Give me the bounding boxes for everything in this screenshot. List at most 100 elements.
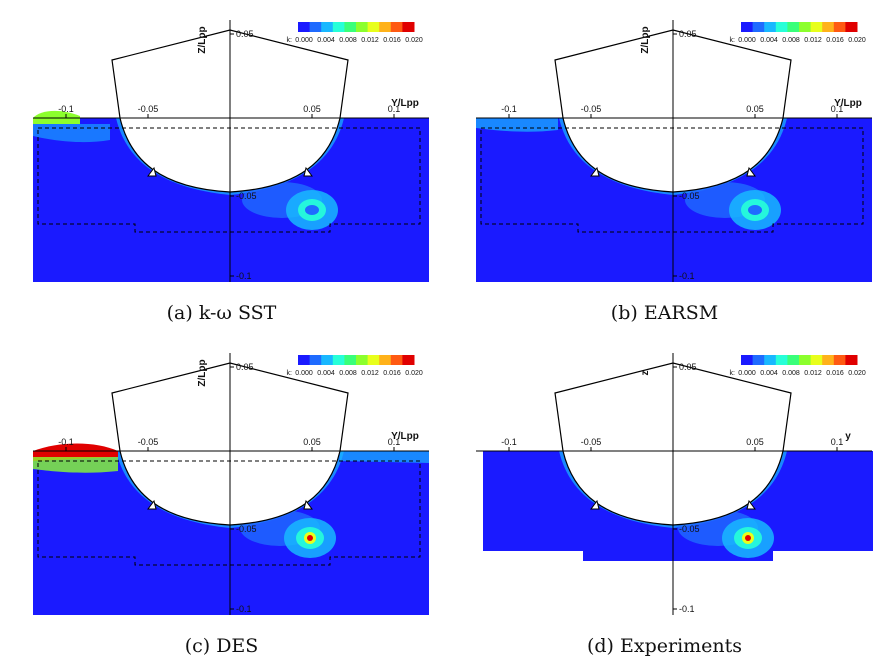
bilge-keel-right bbox=[303, 499, 313, 510]
measurement-window bbox=[37, 460, 421, 566]
bilge-keel-left bbox=[590, 499, 600, 510]
colorbar-swatch bbox=[833, 355, 846, 365]
y-tick-label: -0.05 bbox=[138, 104, 159, 114]
colorbar-swatch bbox=[741, 22, 754, 32]
z-axis-label: Z/Lpp bbox=[640, 26, 651, 53]
colorbar-tick-label: 0.000 bbox=[738, 37, 756, 44]
plot-d: -0.1 -0.05 0.05 0.1 0.05 -0.05 -0.1 z y k: 0.000 0.… bbox=[476, 353, 873, 615]
measurement-window bbox=[37, 127, 421, 233]
z-tick-label: -0.05 bbox=[679, 191, 700, 201]
z-axis-label: Z/Lpp bbox=[197, 359, 208, 386]
colorbar-tick-label: 0.012 bbox=[361, 370, 379, 377]
colorbar-tick-label: 0.004 bbox=[317, 370, 335, 377]
colorbar-tick-label: 0.004 bbox=[760, 370, 778, 377]
colorbar-swatch bbox=[367, 22, 380, 32]
y-axis-label: Y/Lpp bbox=[391, 98, 419, 109]
colorbar-tick-label: 0.008 bbox=[339, 370, 357, 377]
colorbar-tick-label: 0.020 bbox=[405, 37, 423, 44]
panel-b: -0.1 -0.05 0.05 0.1 0.05 -0.05 -0.1 Z/Lpp Y/Lpp k… bbox=[443, 0, 886, 333]
colorbar-swatch bbox=[356, 355, 369, 365]
colorbar-swatch bbox=[309, 22, 322, 32]
y-tick-label: 0.1 bbox=[388, 437, 401, 447]
z-tick-label: -0.1 bbox=[236, 604, 252, 614]
colorbar-tick-label: 0.012 bbox=[361, 37, 379, 44]
colorbar-swatch bbox=[799, 355, 812, 365]
colorbar-swatch bbox=[379, 355, 392, 365]
colorbar-swatch bbox=[298, 22, 311, 32]
vortex-core bbox=[305, 205, 319, 215]
z-tick-label: -0.05 bbox=[236, 524, 257, 534]
colorbar-tick-label: 0.020 bbox=[848, 370, 866, 377]
colorbar: k: 0.000 0.004 0.008 0.012 0.016 0.020 bbox=[730, 355, 866, 377]
colorbar-swatch bbox=[799, 22, 812, 32]
colorbar-swatch bbox=[764, 22, 777, 32]
measurement-window bbox=[480, 127, 864, 233]
colorbar-swatch bbox=[402, 22, 415, 32]
colorbar-swatch bbox=[321, 355, 334, 365]
z-axis-label: Z/Lpp bbox=[197, 26, 208, 53]
plot-c: -0.1 -0.05 0.05 0.1 0.05 -0.05 -0.1 Z/Lpp Y/Lpp k… bbox=[33, 353, 429, 615]
bilge-keel-right bbox=[746, 166, 756, 177]
bilge-keel-right bbox=[746, 499, 756, 510]
colorbar-swatch bbox=[367, 355, 380, 365]
colorbar-swatch bbox=[741, 355, 754, 365]
z-tick-label: -0.05 bbox=[236, 191, 257, 201]
z-axis-label: z bbox=[640, 371, 651, 376]
z-tick-label: 0.05 bbox=[679, 29, 697, 39]
colorbar-swatch bbox=[332, 355, 345, 365]
surface-patch bbox=[33, 443, 118, 461]
z-tick-label: -0.1 bbox=[679, 271, 695, 281]
colorbar-swatch bbox=[379, 22, 392, 32]
surface-layer bbox=[33, 124, 110, 143]
plot-b: -0.1 -0.05 0.05 0.1 0.05 -0.05 -0.1 Z/Lpp Y/Lpp k… bbox=[476, 20, 872, 282]
bilge-keel-left bbox=[590, 166, 600, 177]
y-tick-label: -0.1 bbox=[501, 104, 517, 114]
caption-b: (b) EARSM bbox=[610, 302, 719, 324]
colorbar-swatch bbox=[845, 355, 858, 365]
colorbar-swatch bbox=[822, 355, 835, 365]
y-tick-label: -0.1 bbox=[501, 437, 517, 447]
colorbar-swatch bbox=[344, 22, 357, 32]
colorbar-swatch bbox=[298, 355, 311, 365]
y-tick-label: -0.05 bbox=[581, 104, 602, 114]
colorbar-tick-label: 0.004 bbox=[760, 37, 778, 44]
colorbar-swatch bbox=[810, 22, 823, 32]
y-tick-label: 0.05 bbox=[746, 104, 764, 114]
surface-patch bbox=[33, 110, 80, 124]
colorbar-tick-label: 0.016 bbox=[383, 37, 401, 44]
colorbar-swatch bbox=[390, 355, 403, 365]
colorbar-tick-label: 0.012 bbox=[804, 37, 822, 44]
colorbar-key: k: bbox=[730, 370, 736, 377]
colorbar: k: 0.000 0.004 0.008 0.012 0.016 0.020 bbox=[287, 22, 423, 44]
bilge-keel-left bbox=[147, 499, 157, 510]
y-tick-label: -0.05 bbox=[138, 437, 159, 447]
panel-c: -0.1 -0.05 0.05 0.1 0.05 -0.05 -0.1 Z/Lpp Y/Lpp k… bbox=[0, 333, 443, 666]
colorbar-swatch bbox=[833, 22, 846, 32]
colorbar-swatch bbox=[332, 22, 345, 32]
y-tick-label: 0.05 bbox=[303, 104, 321, 114]
colorbar-tick-label: 0.020 bbox=[848, 37, 866, 44]
y-axis-label: Y/Lpp bbox=[391, 431, 419, 442]
panel-d: -0.1 -0.05 0.05 0.1 0.05 -0.05 -0.1 z y k: 0.000 0.… bbox=[443, 333, 886, 666]
colorbar-swatch bbox=[775, 22, 788, 32]
colorbar-swatch bbox=[321, 22, 334, 32]
y-tick-label: 0.1 bbox=[831, 104, 844, 114]
y-tick-label: 0.05 bbox=[746, 437, 764, 447]
surface-layer-right bbox=[340, 451, 429, 463]
colorbar: k: 0.000 0.004 0.008 0.012 0.016 0.020 bbox=[287, 355, 423, 377]
colorbar-tick-label: 0.000 bbox=[738, 370, 756, 377]
colorbar-swatch bbox=[775, 355, 788, 365]
colorbar-swatch bbox=[764, 355, 777, 365]
colorbar-tick-label: 0.012 bbox=[804, 370, 822, 377]
y-axis-label: y bbox=[845, 431, 851, 442]
colorbar-tick-label: 0.000 bbox=[295, 37, 313, 44]
y-tick-label: -0.1 bbox=[58, 104, 74, 114]
y-tick-label: 0.1 bbox=[388, 104, 401, 114]
colorbar-swatch bbox=[390, 22, 403, 32]
colorbar-tick-label: 0.016 bbox=[383, 370, 401, 377]
plot-a: -0.1 -0.05 0.05 0.1 0.05 -0.05 -0.1 Z/Lpp Y/Lpp k… bbox=[33, 20, 429, 282]
colorbar-key: k: bbox=[287, 37, 293, 44]
colorbar-swatch bbox=[752, 355, 765, 365]
vortex-core bbox=[748, 205, 762, 215]
y-tick-label: 0.05 bbox=[303, 437, 321, 447]
